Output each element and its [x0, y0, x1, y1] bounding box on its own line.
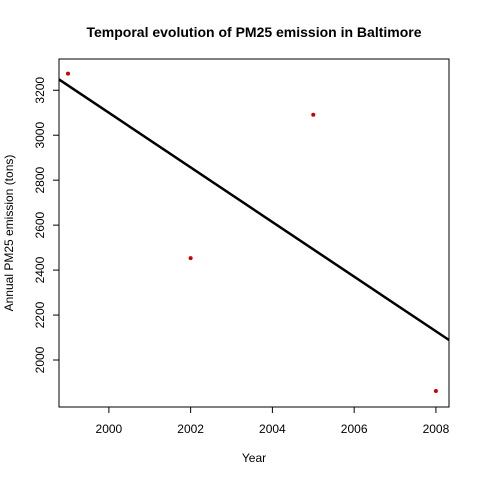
data-point	[188, 256, 193, 261]
data-point	[311, 112, 316, 117]
y-axis: 2000 2200 2400 2600 2800 3000 3200	[33, 77, 59, 373]
x-axis: 2000 2002 2004 2006 2008	[96, 407, 450, 436]
y-tick-label: 3200	[33, 77, 47, 104]
x-tick-label: 2004	[259, 422, 286, 436]
y-tick-label: 2400	[33, 256, 47, 283]
y-tick-label: 3000	[33, 122, 47, 149]
y-tick-label: 2000	[33, 346, 47, 373]
x-tick-label: 2006	[341, 422, 368, 436]
trend-line	[58, 78, 450, 342]
chart-title: Temporal evolution of PM25 emission in B…	[86, 24, 421, 40]
y-tick-label: 2800	[33, 167, 47, 194]
x-tick-label: 2000	[96, 422, 123, 436]
x-tick-label: 2002	[177, 422, 204, 436]
data-point	[65, 71, 70, 76]
y-tick-label: 2200	[33, 301, 47, 328]
x-axis-label: Year	[242, 451, 266, 465]
trend-line-group	[58, 78, 450, 342]
x-tick-label: 2008	[423, 422, 450, 436]
y-tick-label: 2600	[33, 211, 47, 238]
data-point	[433, 389, 438, 394]
data-points	[65, 71, 438, 394]
y-axis-label: Annual PM25 emission (tons)	[2, 155, 16, 312]
plot-frame	[58, 58, 450, 408]
